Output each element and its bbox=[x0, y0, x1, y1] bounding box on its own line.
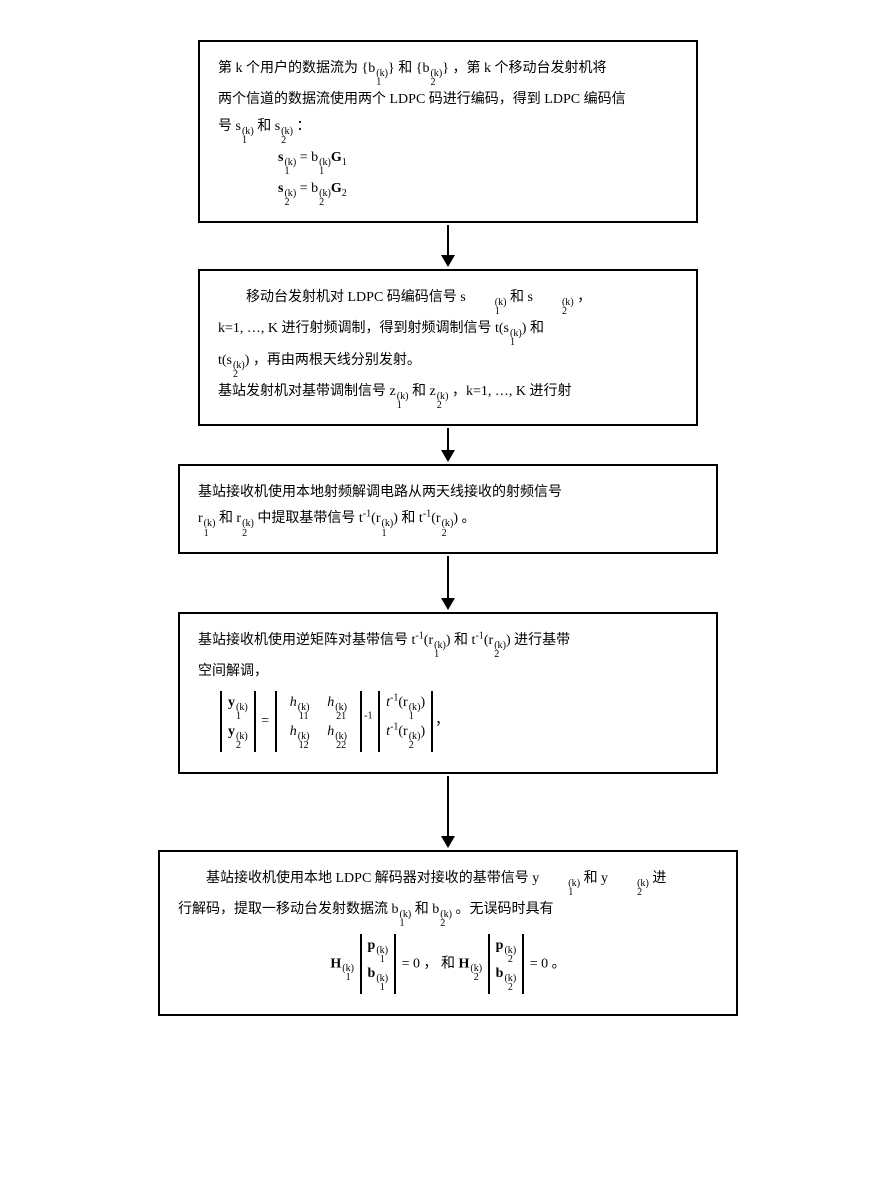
text: h bbox=[327, 695, 334, 710]
n5-line1: 基站接收机使用本地 LDPC 解码器对接收的基带信号 y(k)1 和 y(k)2… bbox=[178, 866, 718, 897]
text: 第 k 个用户的数据流为 {b bbox=[218, 61, 375, 76]
text: y bbox=[228, 724, 235, 739]
arrow-3 bbox=[441, 556, 455, 610]
text: s bbox=[278, 150, 283, 165]
n3-line1: 基站接收机使用本地射频解调电路从两天线接收的射频信号 bbox=[198, 480, 698, 507]
text: (r bbox=[398, 724, 407, 739]
text: b bbox=[368, 966, 376, 981]
flow-node-3: 基站接收机使用本地射频解调电路从两天线接收的射频信号 r(k)1 和 r(k)2… bbox=[178, 464, 718, 554]
text: ) 和 t bbox=[393, 511, 423, 526]
text: ) bbox=[420, 724, 425, 739]
text: 基站发射机对基带调制信号 z bbox=[218, 384, 396, 399]
arrow-4 bbox=[441, 776, 455, 848]
flow-node-4: 基站接收机使用逆矩阵对基带信号 t-1(r(k)1) 和 t-1(r(k)2) … bbox=[178, 612, 718, 774]
text: 行解码，提取一移动台发射数据流 b bbox=[178, 902, 399, 917]
n2-line2: k=1, …, K 进行射频调制，得到射频调制信号 t(s(k)1) 和 bbox=[218, 316, 678, 347]
text: } 和 {b bbox=[388, 61, 429, 76]
text: = b bbox=[296, 150, 318, 165]
text: ) 和 t bbox=[446, 633, 476, 648]
text: 移动台发射机对 LDPC 码编码信号 s bbox=[246, 290, 466, 305]
text: b bbox=[496, 966, 504, 981]
text: (r bbox=[431, 511, 440, 526]
text: s bbox=[278, 181, 283, 196]
text: ) ，再由两根天线分别发射。 bbox=[245, 353, 421, 368]
flowchart-container: 第 k 个用户的数据流为 {b(k)1} 和 {b(k)2} ，第 k 个移动台… bbox=[128, 40, 768, 1016]
text: 进 bbox=[649, 871, 667, 886]
text: G bbox=[331, 150, 342, 165]
text: h bbox=[327, 724, 334, 739]
text: G bbox=[331, 181, 342, 196]
text: 基站接收机使用本地 LDPC 解码器对接收的基带信号 y bbox=[206, 871, 539, 886]
text: 和 z bbox=[408, 384, 435, 399]
n2-line3: t(s(k)2) ，再由两根天线分别发射。 bbox=[218, 348, 678, 379]
text: ) 。 bbox=[453, 511, 475, 526]
text: 基站接收机使用逆矩阵对基带信号 t bbox=[198, 633, 415, 648]
n5-line2: 行解码，提取一移动台发射数据流 b(k)1 和 b(k)2 。无误码时具有 bbox=[178, 897, 718, 928]
text: 中提取基带信号 t bbox=[254, 511, 363, 526]
flow-node-1: 第 k 个用户的数据流为 {b(k)1} 和 {b(k)2} ，第 k 个移动台… bbox=[198, 40, 698, 223]
text: ， bbox=[435, 714, 449, 729]
text: ) bbox=[420, 695, 425, 710]
text: ) 和 bbox=[522, 321, 544, 336]
text: k=1, …, K 进行射频调制，得到射频调制信号 t(s bbox=[218, 321, 509, 336]
n1-line3: 号 s(k)1 和 s(k)2 ： bbox=[218, 114, 678, 145]
text: H bbox=[330, 956, 341, 971]
text: -1 bbox=[364, 711, 372, 722]
arrow-2 bbox=[441, 428, 455, 462]
text: r bbox=[198, 511, 203, 526]
arrow-1 bbox=[441, 225, 455, 267]
text: ， bbox=[574, 290, 592, 305]
text: 和 r bbox=[215, 511, 241, 526]
n1-eq1: s(k)1 = b(k)1G1 bbox=[218, 145, 678, 176]
text: = b bbox=[296, 181, 318, 196]
n1-line1: 第 k 个用户的数据流为 {b(k)1} 和 {b(k)2} ，第 k 个移动台… bbox=[218, 56, 678, 87]
text: (r bbox=[398, 695, 407, 710]
text: ) 进行基带 bbox=[506, 633, 570, 648]
text: ： bbox=[293, 119, 311, 134]
text: 号 s bbox=[218, 119, 241, 134]
n2-line4: 基站发射机对基带调制信号 z(k)1 和 z(k)2 ，k=1, …, K 进行… bbox=[218, 379, 678, 410]
text: y bbox=[228, 695, 235, 710]
text: = 0 ， 和 bbox=[402, 956, 459, 971]
text: h bbox=[290, 724, 297, 739]
text: 和 s bbox=[507, 290, 533, 305]
n4-line2: 空间解调， bbox=[198, 659, 698, 686]
n5-eq: H(k)1 p(k)1 b(k)1 = 0 ， 和 H(k)2 p(k)2 b(… bbox=[178, 928, 718, 1000]
flow-node-5: 基站接收机使用本地 LDPC 解码器对接收的基带信号 y(k)1 和 y(k)2… bbox=[158, 850, 738, 1017]
n1-eq2: s(k)2 = b(k)2G2 bbox=[218, 176, 678, 207]
text: p bbox=[368, 938, 376, 953]
text: t(s bbox=[218, 353, 232, 368]
text: H bbox=[459, 956, 470, 971]
text: p bbox=[496, 938, 504, 953]
text: } ，第 k 个移动台发射机将 bbox=[442, 61, 606, 76]
text: (r bbox=[424, 633, 433, 648]
n2-line1: 移动台发射机对 LDPC 码编码信号 s(k)1 和 s(k)2 ， bbox=[218, 285, 678, 316]
text: 。无误码时具有 bbox=[452, 902, 554, 917]
n4-matrix-eq: y(k)1 y(k)2 = h(k)11 h(k)21 h(k)12 h(k)2… bbox=[198, 685, 698, 757]
text: 和 b bbox=[411, 902, 439, 917]
text: h bbox=[290, 695, 297, 710]
text: (r bbox=[371, 511, 380, 526]
n1-line2: 两个信道的数据流使用两个 LDPC 码进行编码，得到 LDPC 编码信 bbox=[218, 87, 678, 114]
text: (r bbox=[484, 633, 493, 648]
text: 和 s bbox=[254, 119, 280, 134]
text: = 0 。 bbox=[530, 956, 566, 971]
flow-node-2: 移动台发射机对 LDPC 码编码信号 s(k)1 和 s(k)2 ， k=1, … bbox=[198, 269, 698, 426]
n4-line1: 基站接收机使用逆矩阵对基带信号 t-1(r(k)1) 和 t-1(r(k)2) … bbox=[198, 628, 698, 659]
text: 和 y bbox=[580, 871, 608, 886]
text: ，k=1, …, K 进行射 bbox=[448, 384, 571, 399]
n3-line2: r(k)1 和 r(k)2 中提取基带信号 t-1(r(k)1) 和 t-1(r… bbox=[198, 506, 698, 537]
